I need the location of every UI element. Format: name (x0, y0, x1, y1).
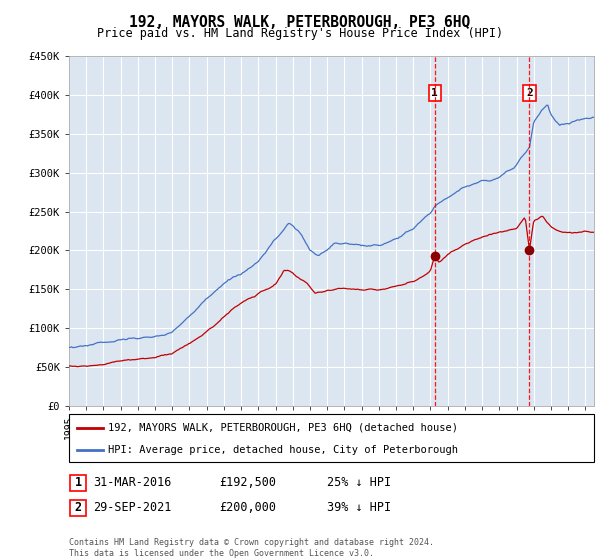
Text: 25% ↓ HPI: 25% ↓ HPI (327, 476, 391, 489)
Text: HPI: Average price, detached house, City of Peterborough: HPI: Average price, detached house, City… (109, 445, 458, 455)
Text: 31-MAR-2016: 31-MAR-2016 (93, 476, 172, 489)
FancyBboxPatch shape (70, 475, 86, 491)
Text: 2: 2 (526, 88, 533, 98)
FancyBboxPatch shape (70, 500, 86, 516)
Text: 192, MAYORS WALK, PETERBOROUGH, PE3 6HQ: 192, MAYORS WALK, PETERBOROUGH, PE3 6HQ (130, 15, 470, 30)
Text: £192,500: £192,500 (219, 476, 276, 489)
Text: 192, MAYORS WALK, PETERBOROUGH, PE3 6HQ (detached house): 192, MAYORS WALK, PETERBOROUGH, PE3 6HQ … (109, 423, 458, 433)
Text: 2: 2 (74, 501, 82, 515)
Text: 39% ↓ HPI: 39% ↓ HPI (327, 501, 391, 515)
Text: Price paid vs. HM Land Registry's House Price Index (HPI): Price paid vs. HM Land Registry's House … (97, 27, 503, 40)
Text: Contains HM Land Registry data © Crown copyright and database right 2024.
This d: Contains HM Land Registry data © Crown c… (69, 538, 434, 558)
FancyBboxPatch shape (69, 414, 594, 462)
Text: 1: 1 (431, 88, 438, 98)
Text: 29-SEP-2021: 29-SEP-2021 (93, 501, 172, 515)
Text: 1: 1 (74, 476, 82, 489)
Text: £200,000: £200,000 (219, 501, 276, 515)
